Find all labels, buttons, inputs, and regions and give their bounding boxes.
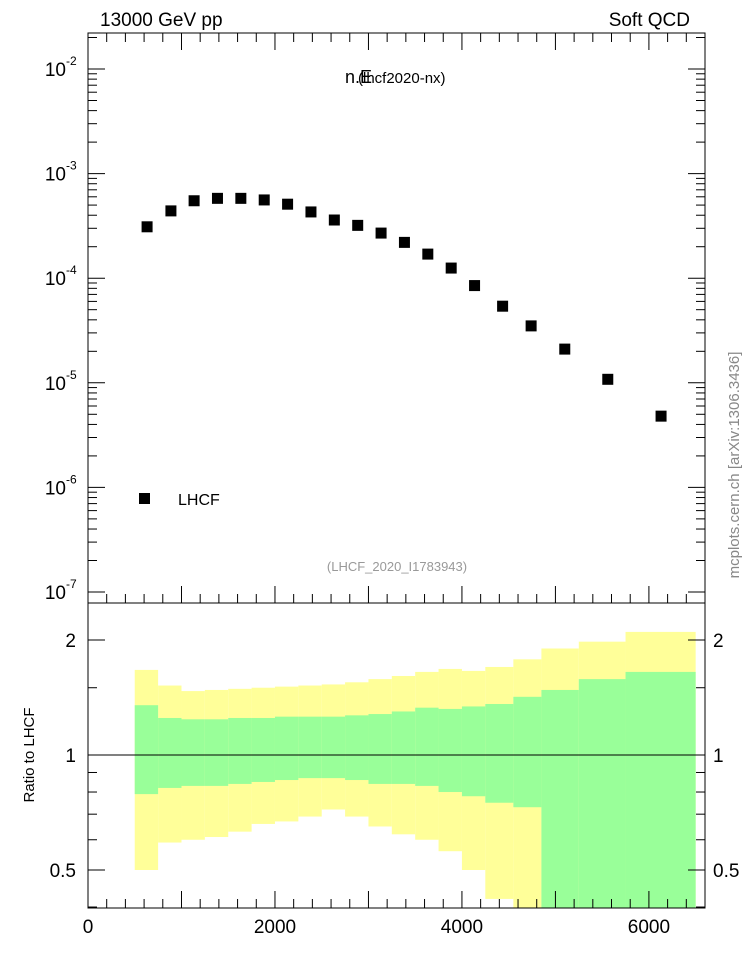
x-tick-label: 2000 [254,917,296,938]
top-y-tick-exponent: -4 [66,263,77,277]
data-point [375,227,387,239]
data-point [469,280,481,292]
watermark-label: (LHCF_2020_I1783943) [327,559,467,574]
inner-band-bin [204,719,229,786]
top-y-tick-exponent: -6 [66,472,77,486]
top-y-tick-label: 10 [45,60,66,81]
data-point [525,320,537,332]
header-left-label: 13000 GeV pp [100,10,223,31]
inner-band-bin [321,716,346,779]
inner-band-bin [274,716,299,781]
inner-band-bin [345,715,369,781]
x-tick-label: 4000 [441,917,483,938]
data-point [165,205,177,217]
top-y-tick-exponent: -5 [66,368,77,382]
header-right-label: Soft QCD [609,10,690,31]
x-tick-label: 6000 [628,917,670,938]
top-frame [87,32,706,604]
data-point [422,248,434,260]
ratio-y-tick-label: 1 [65,746,76,767]
bottom-frame [87,602,706,909]
data-point [328,214,340,226]
inner-band-bin [368,714,392,784]
inner-band-bin [415,707,439,786]
data-point [398,236,410,248]
data-point [211,192,223,204]
ratio-bands [88,631,705,908]
data-point [141,221,153,233]
data-point [352,219,364,231]
ratio-y-tick-label-right: 0.5 [713,861,739,882]
inner-band-bin [158,717,182,788]
bottom-axes: 0.5 0.5 1 1 2 2 0 2000 4000 6000 [50,631,740,938]
top-y-tick-exponent: -3 [66,159,77,173]
data-point [655,410,667,422]
data-point [497,300,509,312]
top-y-tick-label: 10 [45,583,66,604]
data-point [602,373,614,385]
ratio-y-label: Ratio to LHCF [21,707,38,802]
top-y-tick-exponent: -2 [66,54,77,68]
inner-band-bin [485,703,514,803]
legend: LHCF [139,492,220,509]
inner-band-bin [298,716,322,779]
chart-subtitle: (lhcf2020-nx) [358,70,446,87]
top-y-tick-label: 10 [45,374,66,395]
data-point [188,195,200,207]
data-point [235,192,247,204]
legend-marker [139,493,150,504]
x-tick-label: 0 [83,917,94,938]
inner-band-bin [438,708,462,793]
inner-band-bin [625,671,696,908]
inner-band-bin [578,679,626,908]
ratio-y-tick-label-right: 2 [713,631,724,652]
ratio-y-tick-label: 0.5 [50,861,76,882]
ratio-y-tick-label-right: 1 [713,746,724,767]
data-point [282,198,294,210]
inner-band-bin [181,719,205,786]
inner-band-bin [251,717,275,782]
top-y-tick-label: 10 [45,269,66,290]
ratio-y-tick-label: 2 [65,631,76,652]
chart-title: n.E [345,67,372,87]
top-y-tick-exponent: -7 [66,577,77,591]
top-y-tick-label: 10 [45,165,66,186]
data-point [305,206,317,218]
top-y-tick-label: 10 [45,478,66,499]
top-panel: 10-710-610-510-410-310-2 n.E (lhcf2020-n… [45,32,706,604]
top-data-points [141,192,667,422]
legend-label: LHCF [178,492,220,509]
inner-band-bin [391,711,416,784]
side-label: mcplots.cern.ch [arXiv:1306.3436] [726,352,743,579]
data-point [258,194,270,206]
inner-band-bin [461,706,486,797]
inner-band-bin [134,705,159,795]
data-point [445,262,457,274]
top-axes: 10-710-610-510-410-310-2 [45,33,706,604]
inner-band-bin [228,717,252,784]
inner-band-bin [541,689,579,908]
inner-band-bin [513,696,542,808]
data-point [559,343,571,355]
bottom-panel: 0.5 0.5 1 1 2 2 0 2000 4000 6000 Ratio to LHCF [21,602,740,938]
